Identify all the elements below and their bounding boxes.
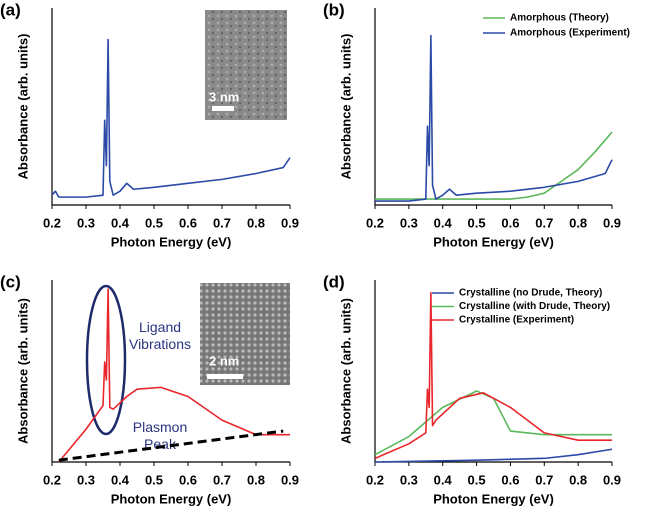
y-axis-label: Absorbance (arb. units) [15,34,30,180]
x-tick-label: 0.7 [213,215,231,230]
scale-bar [207,374,243,379]
x-tick-label: 0.4 [434,472,453,487]
x-tick-label: 0.4 [111,215,130,230]
x-tick-label: 0.6 [501,472,519,487]
legend-label: Crystalline (no Drude, Theory) [459,288,602,299]
series-line [375,131,613,200]
annotation-line: Plasmon [133,419,187,435]
series-line [374,291,612,460]
series-line [374,448,613,463]
x-axis-label: Photon Energy (eV) [111,234,232,249]
highlight-ellipse [85,284,127,436]
x-tick-label: 0.8 [569,472,587,487]
x-tick-label: 0.8 [247,215,265,230]
annotation-line: Vibrations [129,336,191,352]
y-axis-label: Absorbance (arb. units) [338,34,353,180]
x-tick-label: 0.8 [569,215,587,230]
y-axis-label: Absorbance (arb. units) [15,298,30,444]
x-tick-label: 0.4 [434,215,453,230]
series-line [58,288,290,463]
x-tick-label: 0.9 [603,472,621,487]
x-tick-label: 0.6 [179,215,197,230]
x-tick-label: 0.8 [247,472,265,487]
series-line [58,429,284,462]
panel-label: (a) [0,0,21,19]
x-tick-label: 0.5 [468,472,486,487]
annotation: Plasmon Peak [133,419,187,452]
series-line [51,38,291,198]
legend-label: Crystalline (Experiment) [459,315,574,326]
series-line [375,34,613,202]
annotation: Ligand Vibrations [129,319,191,352]
x-tick-label: 0.7 [535,472,553,487]
x-tick-label: 0.2 [43,215,61,230]
x-axis-label: Photon Energy (eV) [433,491,554,506]
x-tick-label: 0.9 [281,215,299,230]
panel-label: (d) [323,272,345,291]
x-tick-label: 0.7 [535,215,553,230]
x-axis-label: Photon Energy (eV) [433,234,554,249]
x-tick-label: 0.3 [77,215,95,230]
x-tick-label: 0.5 [468,215,486,230]
y-axis-label: Absorbance (arb. units) [338,298,353,444]
legend-label: Amorphous (Experiment) [510,28,630,39]
x-tick-label: 0.4 [111,472,130,487]
inset-image [200,283,290,385]
legend-label: Crystalline (with Drude, Theory) [459,301,610,312]
x-tick-label: 0.9 [603,215,621,230]
scale-label: 3 nm [209,89,239,104]
x-tick-label: 0.9 [281,472,299,487]
x-tick-label: 0.6 [501,215,519,230]
x-tick-label: 0.3 [400,215,418,230]
x-tick-label: 0.3 [400,472,418,487]
x-tick-label: 0.5 [145,472,163,487]
annotation-line: Peak [144,436,177,452]
panel-label: (b) [323,0,345,19]
scale-bar [212,106,234,111]
series-line [374,390,612,456]
scale-label: 2 nm [209,353,239,368]
x-tick-label: 0.2 [43,472,61,487]
panel-label: (c) [0,272,21,291]
x-tick-label: 0.5 [145,215,163,230]
x-axis-label: Photon Energy (eV) [111,491,232,506]
x-tick-label: 0.7 [213,472,231,487]
x-tick-label: 0.6 [179,472,197,487]
legend-label: Amorphous (Theory) [510,13,609,24]
x-tick-label: 0.2 [366,215,384,230]
x-tick-label: 0.3 [77,472,95,487]
x-tick-label: 0.2 [366,472,384,487]
inset-image [205,10,287,120]
annotation-line: Ligand [139,319,181,335]
